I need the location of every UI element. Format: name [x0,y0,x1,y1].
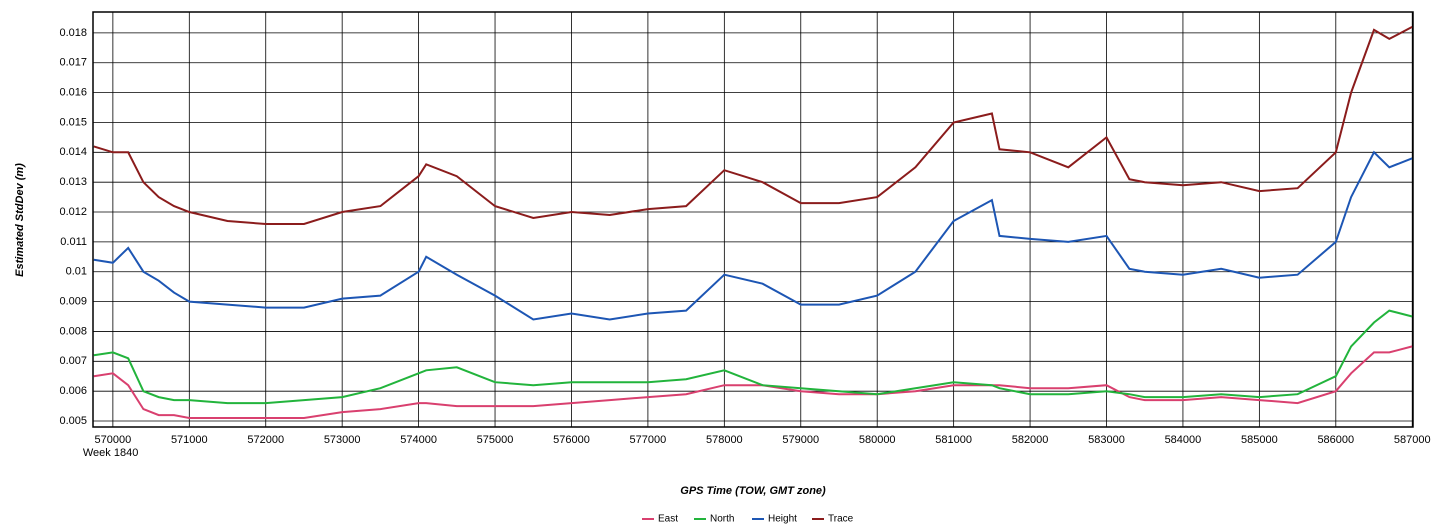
y-axis-label: Estimated StdDev (m) [14,163,26,277]
legend-label: Height [768,514,797,525]
y-tick-label: 0.012 [59,206,87,218]
x-tick-label: 570000 [95,434,132,446]
annotation: Week 1840 [83,447,138,459]
x-tick-label: 578000 [706,434,743,446]
x-tick-label: 573000 [324,434,361,446]
series-line [93,150,1413,321]
y-tick-label: 0.01 [66,266,87,278]
y-tick-label: 0.017 [59,57,87,69]
x-tick-label: 574000 [400,434,437,446]
legend-label: East [658,514,678,525]
legend-label: North [710,514,734,525]
y-tick-label: 0.008 [59,325,87,337]
x-tick-label: 580000 [859,434,896,446]
y-tick-label: 0.011 [60,236,87,248]
y-tick-label: 0.014 [59,146,87,158]
x-tick-label: 581000 [935,434,972,446]
y-tick-label: 0.006 [59,385,87,397]
x-tick-label: 582000 [1012,434,1049,446]
x-tick-label: 586000 [1317,434,1354,446]
x-tick-label: 576000 [553,434,590,446]
plot-frame [92,11,1414,428]
y-tick-label: 0.007 [59,355,87,367]
x-tick-label: 572000 [247,434,284,446]
y-tick-label: 0.018 [59,27,87,39]
x-tick-label: 585000 [1241,434,1278,446]
x-tick-label: 571000 [171,434,208,446]
x-tick-label: 587000 [1394,434,1431,446]
y-tick-label: 0.013 [59,176,87,188]
x-tick-label: 584000 [1165,434,1202,446]
y-tick-label: 0.016 [59,87,87,99]
x-tick-label: 577000 [630,434,667,446]
series-line [93,26,1413,225]
x-tick-label: 583000 [1088,434,1125,446]
y-tick-label: 0.009 [59,296,87,308]
x-axis-label: GPS Time (TOW, GMT zone) [680,485,826,497]
legend-label: Trace [828,514,854,525]
y-tick-label: 0.005 [59,415,87,427]
series-line [93,345,1413,419]
series-line [93,309,1413,405]
x-tick-label: 579000 [782,434,819,446]
y-tick-label: 0.015 [59,116,87,128]
x-tick-label: 575000 [477,434,514,446]
